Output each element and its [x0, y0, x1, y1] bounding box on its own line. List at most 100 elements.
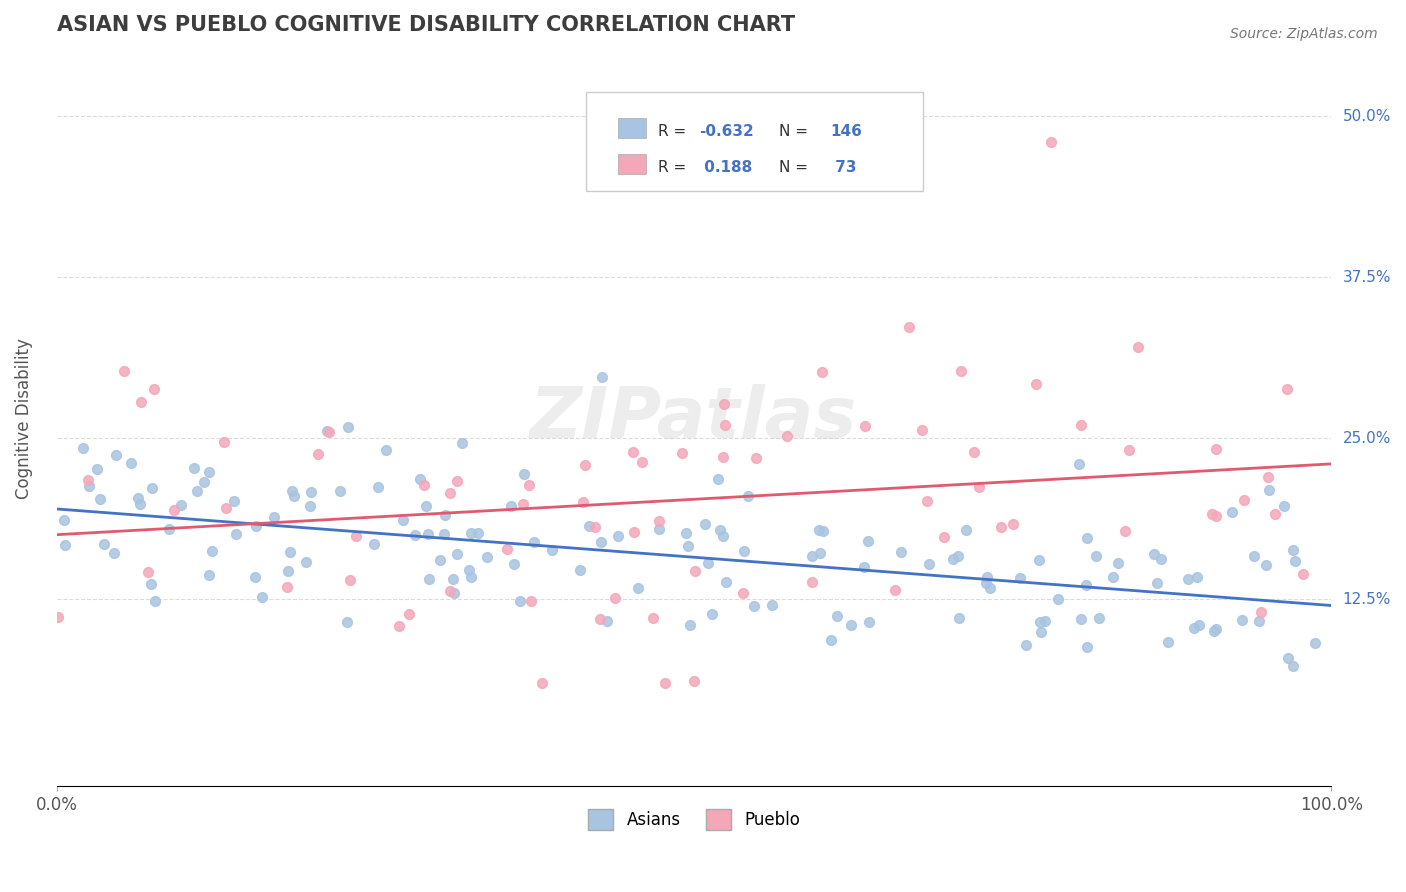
- Point: [1250, 606, 1272, 620]
- Text: N =: N =: [779, 160, 813, 175]
- Point: [183, 461, 205, 475]
- Point: [225, 527, 247, 541]
- Point: [245, 570, 267, 584]
- Point: [457, 563, 479, 577]
- Point: [509, 594, 531, 608]
- Point: [1303, 636, 1326, 650]
- Point: [898, 319, 921, 334]
- Point: [1102, 569, 1125, 583]
- Point: [224, 494, 246, 508]
- Point: [413, 477, 436, 491]
- Point: [391, 513, 413, 527]
- Point: [52, 512, 75, 526]
- Point: [932, 530, 955, 544]
- Point: [215, 501, 238, 516]
- Point: [299, 484, 322, 499]
- Text: 37.5%: 37.5%: [1343, 269, 1391, 285]
- Text: 146: 146: [831, 124, 862, 139]
- Point: [467, 526, 489, 541]
- Point: [398, 607, 420, 621]
- Point: [276, 580, 298, 594]
- Point: [433, 526, 456, 541]
- Point: [1275, 382, 1298, 396]
- Point: [129, 394, 152, 409]
- Point: [714, 418, 737, 433]
- Point: [605, 591, 627, 606]
- Text: 25.0%: 25.0%: [1343, 431, 1391, 446]
- Point: [344, 529, 367, 543]
- Point: [163, 503, 186, 517]
- Point: [1114, 524, 1136, 539]
- Point: [918, 557, 941, 571]
- Point: [811, 524, 834, 539]
- Text: 50.0%: 50.0%: [1343, 109, 1391, 124]
- Point: [502, 557, 524, 571]
- Point: [623, 524, 645, 539]
- Point: [915, 494, 938, 508]
- Point: [512, 467, 534, 482]
- Point: [1076, 640, 1098, 654]
- Point: [120, 456, 142, 470]
- Point: [512, 497, 534, 511]
- Point: [709, 523, 731, 537]
- Point: [676, 539, 699, 553]
- Point: [949, 364, 972, 378]
- Point: [1076, 531, 1098, 545]
- Point: [127, 491, 149, 505]
- Point: [800, 549, 823, 563]
- Point: [1177, 572, 1199, 586]
- Point: [1070, 612, 1092, 626]
- Point: [1230, 613, 1253, 627]
- Point: [1201, 507, 1223, 521]
- Point: [711, 450, 734, 465]
- Text: 73: 73: [831, 160, 856, 175]
- Point: [198, 465, 221, 479]
- Point: [157, 522, 180, 536]
- Point: [807, 523, 830, 537]
- Point: [761, 599, 783, 613]
- Point: [596, 614, 619, 628]
- Point: [1088, 611, 1111, 625]
- Point: [990, 519, 1012, 533]
- Point: [198, 567, 221, 582]
- Point: [1074, 578, 1097, 592]
- Text: N =: N =: [779, 124, 813, 139]
- Point: [808, 546, 831, 560]
- Point: [946, 549, 969, 563]
- Point: [1156, 634, 1178, 648]
- Point: [1002, 517, 1025, 532]
- Point: [1039, 135, 1062, 149]
- Point: [517, 478, 540, 492]
- Point: [733, 586, 755, 600]
- Text: R =: R =: [658, 124, 692, 139]
- Point: [591, 534, 613, 549]
- Point: [416, 527, 439, 541]
- Point: [574, 458, 596, 472]
- Y-axis label: Cognitive Disability: Cognitive Disability: [15, 338, 32, 500]
- Point: [572, 495, 595, 509]
- Point: [433, 508, 456, 522]
- Point: [277, 564, 299, 578]
- Point: [589, 612, 612, 626]
- Point: [170, 498, 193, 512]
- Point: [283, 489, 305, 503]
- Point: [1146, 575, 1168, 590]
- Point: [72, 441, 94, 455]
- Point: [523, 535, 546, 549]
- Point: [531, 675, 554, 690]
- Point: [679, 618, 702, 632]
- Point: [441, 572, 464, 586]
- Point: [245, 518, 267, 533]
- Point: [1029, 615, 1052, 629]
- Bar: [617, 118, 645, 137]
- Point: [1015, 638, 1038, 652]
- Point: [104, 448, 127, 462]
- Point: [1202, 624, 1225, 639]
- Point: [1220, 506, 1243, 520]
- FancyBboxPatch shape: [586, 92, 924, 191]
- Point: [77, 473, 100, 487]
- Point: [439, 485, 461, 500]
- Point: [451, 436, 474, 450]
- Point: [337, 419, 360, 434]
- Point: [1150, 551, 1173, 566]
